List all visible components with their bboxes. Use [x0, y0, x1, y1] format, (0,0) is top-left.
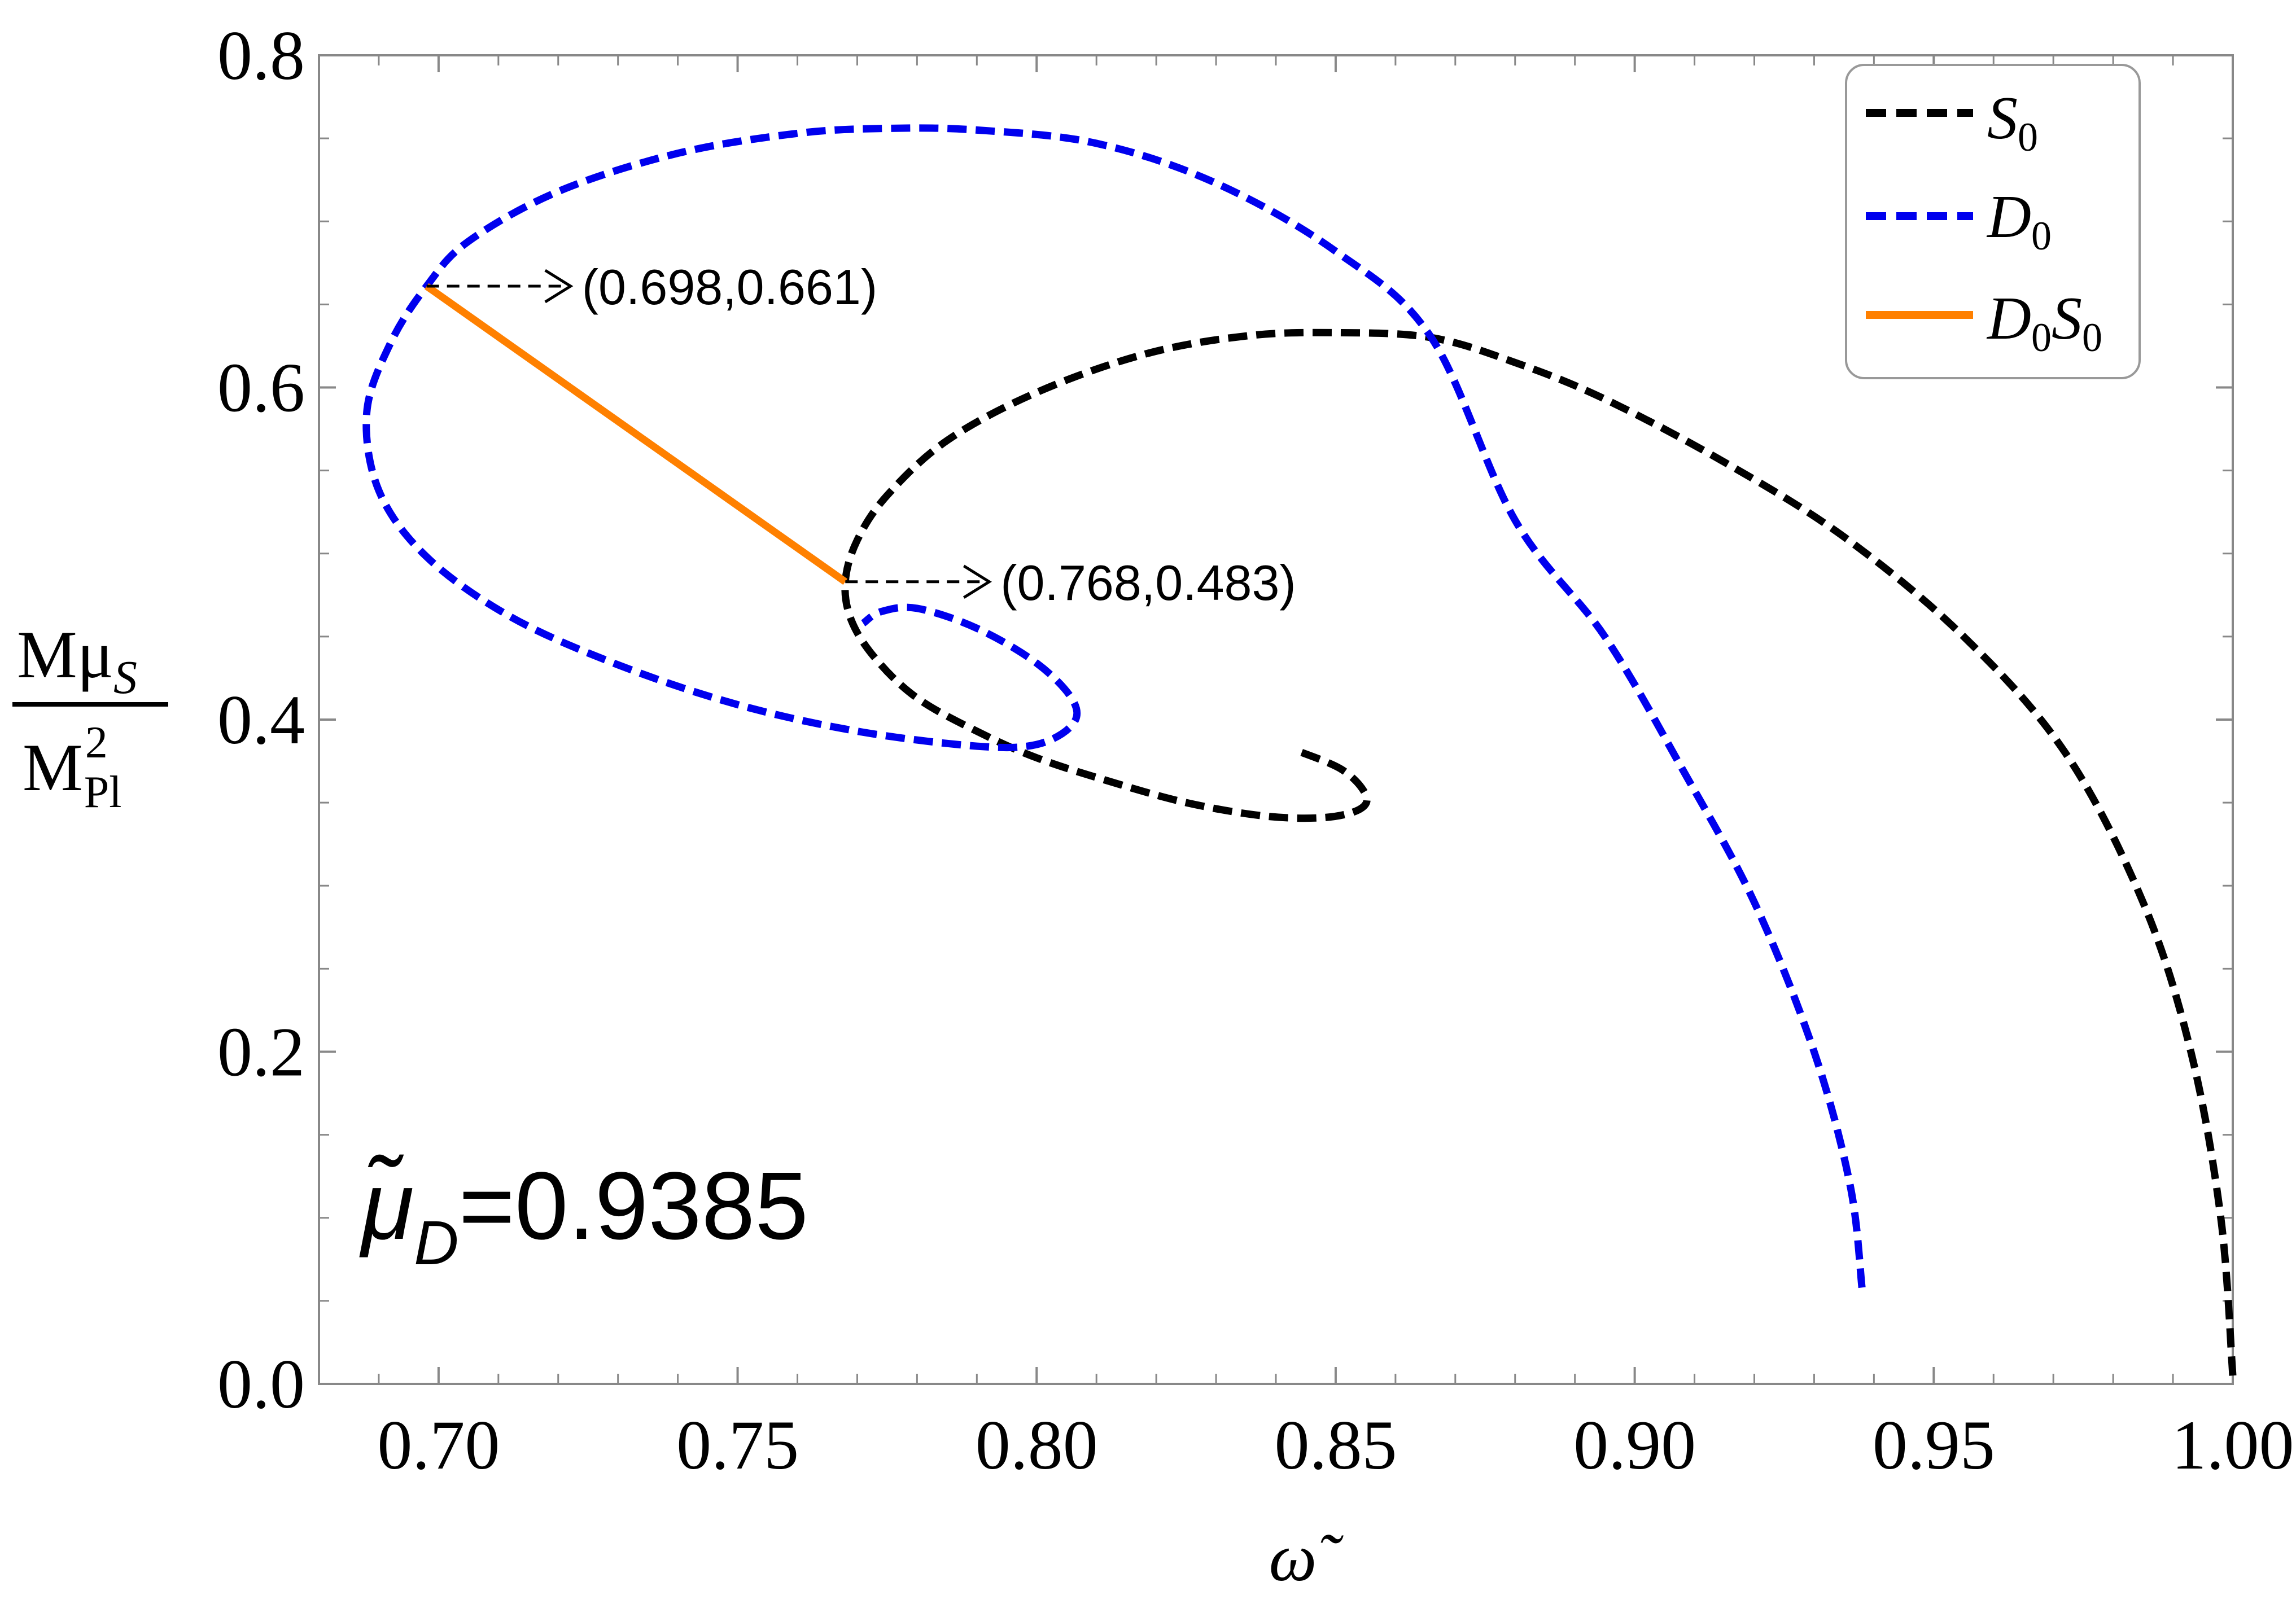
x-tick-label: 0.75 — [676, 1406, 799, 1484]
legend-label-s0: S0 — [1987, 85, 2038, 160]
legend-label-d0: D0 — [1986, 183, 2052, 258]
series-s0-line — [841, 328, 2237, 1376]
x-tick-label: 1.00 — [2172, 1406, 2294, 1484]
legend-entry-s0: S0 — [1866, 85, 2038, 160]
y-label-numerator: Mμ — [17, 617, 113, 692]
annotation-arrow-head — [544, 269, 574, 304]
inset-mu-sub: D — [414, 1208, 458, 1278]
x-axis-label: ω̃ — [1269, 1520, 1344, 1595]
legend-entry-d0s0: D0S0 — [1866, 285, 2102, 360]
svg-text:MμS: MμS — [17, 617, 137, 704]
x-tick-labels: 0.70 0.75 0.80 0.85 0.90 0.95 1.00 — [377, 1406, 2294, 1484]
annotation-label: (0.698,0.661) — [582, 259, 878, 315]
legend-entry-d0: D0 — [1866, 183, 2052, 258]
inset-parameter-label: μ̃D=0.9385 — [359, 1152, 808, 1278]
y-tick-labels: 0.0 0.2 0.4 0.6 0.8 — [217, 17, 305, 1423]
y-tick-label: 0.6 — [217, 349, 305, 427]
y-label-denominator-sup: 2 — [85, 718, 108, 768]
y-label-denominator: M — [23, 730, 83, 805]
annotations-group: (0.698,0.661) (0.768,0.483) — [426, 259, 1296, 611]
y-label-denominator-sub: Pl — [84, 768, 122, 817]
x-tick-label: 0.70 — [377, 1406, 500, 1484]
inset-mu-symbol: μ̃ — [359, 1152, 414, 1260]
y-tick-label: 0.8 — [217, 17, 305, 94]
x-tick-label: 0.95 — [1873, 1406, 1995, 1484]
y-tick-label: 0.0 — [217, 1346, 305, 1423]
x-tick-label: 0.90 — [1573, 1406, 1696, 1484]
y-axis-label: MμS M2 Pl — [12, 617, 168, 817]
annotation-arrow-head — [963, 564, 992, 599]
legend-box — [1845, 64, 2141, 379]
x-tick-label: 0.80 — [976, 1406, 1098, 1484]
series-group — [362, 124, 2237, 1376]
legend: S0 D0 D0S0 — [1845, 64, 2141, 379]
inset-mu-value: =0.9385 — [459, 1152, 808, 1260]
y-label-numerator-sub: S — [113, 651, 137, 704]
y-tick-label: 0.4 — [217, 681, 305, 759]
x-tick-label: 0.85 — [1274, 1406, 1397, 1484]
legend-label-d0s0: D0S0 — [1986, 285, 2102, 360]
y-tick-label: 0.2 — [217, 1014, 305, 1091]
series-d0s0-line — [424, 283, 847, 585]
annotation-label: (0.768,0.483) — [1000, 555, 1296, 611]
series-d0-line — [362, 124, 1866, 1289]
